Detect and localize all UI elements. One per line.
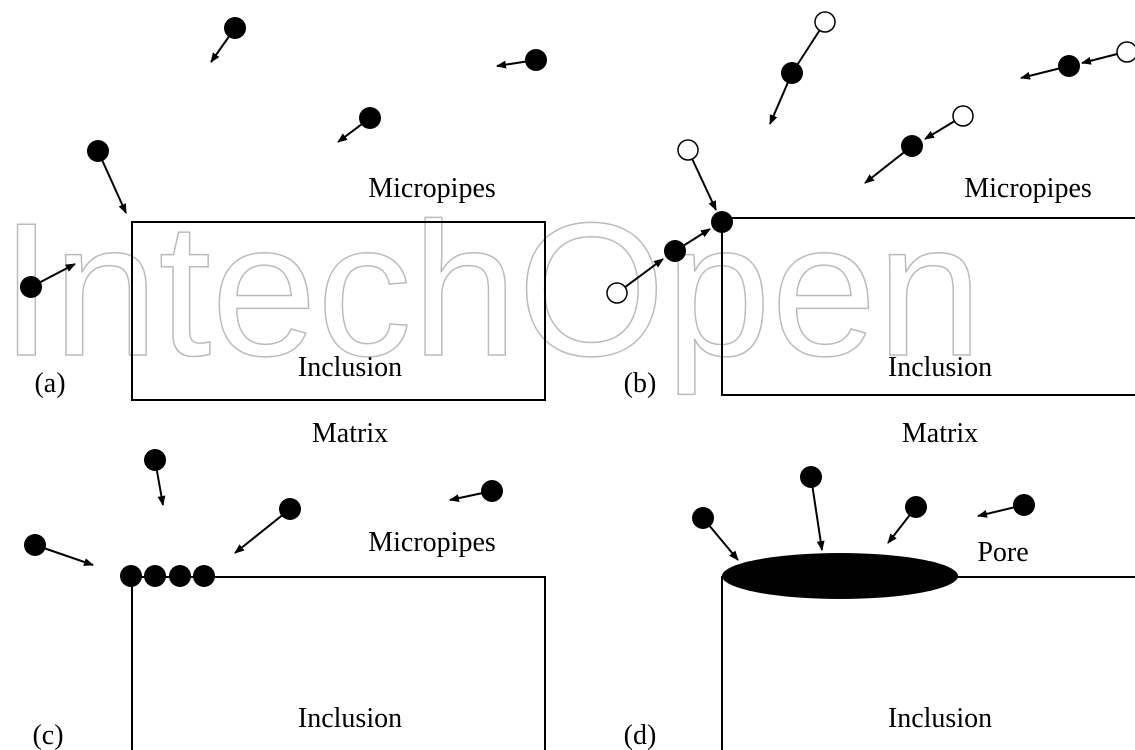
panel-label: (b) <box>624 368 657 399</box>
panel-label: (d) <box>624 720 657 750</box>
particle <box>169 565 191 587</box>
inclusion-box <box>131 576 546 750</box>
inclusion-box <box>721 217 1135 396</box>
particle <box>120 565 142 587</box>
arrow <box>810 476 825 551</box>
particle <box>193 565 215 587</box>
particle <box>901 135 923 157</box>
particle <box>692 507 714 529</box>
arrow <box>97 150 127 214</box>
particle <box>1116 41 1135 63</box>
particle <box>144 449 166 471</box>
panel-b: Micropipes Inclusion (b) Matrix <box>606 11 1135 449</box>
particle <box>525 49 547 71</box>
panel-d: Pore Inclusion (d) <box>624 466 1135 750</box>
panel-c: Micropipes Inclusion (c) <box>24 449 546 750</box>
inclusion-label: Inclusion <box>888 352 992 383</box>
watermark: IntechOpen <box>0 184 982 396</box>
particle <box>711 211 733 233</box>
pore-label: Pore <box>977 537 1028 568</box>
particle <box>20 276 42 298</box>
particle <box>1013 494 1035 516</box>
micropipes-label: Micropipes <box>368 527 496 558</box>
particle <box>481 480 503 502</box>
inclusion-label: Inclusion <box>888 703 992 734</box>
particle <box>664 240 686 262</box>
particle <box>800 466 822 488</box>
particle <box>87 140 109 162</box>
particle <box>144 565 166 587</box>
particle <box>814 11 836 33</box>
panel-label: (c) <box>32 720 63 750</box>
particle <box>1058 55 1080 77</box>
inclusion-label: Inclusion <box>298 352 402 383</box>
matrix-label: Matrix <box>312 418 388 449</box>
particle <box>279 498 301 520</box>
pore <box>722 553 958 599</box>
matrix-label: Matrix <box>902 418 978 449</box>
particle <box>224 17 246 39</box>
arrow <box>687 149 717 211</box>
arrow <box>234 508 291 554</box>
panel-a: Micropipes Inclusion (a) Matrix <box>20 17 547 449</box>
inclusion-label: Inclusion <box>298 703 402 734</box>
micropipes-label: Micropipes <box>368 173 496 204</box>
panel-label: (a) <box>34 368 65 399</box>
particle <box>677 139 699 161</box>
particle <box>24 534 46 556</box>
particle <box>781 62 803 84</box>
inclusion-box <box>131 221 546 401</box>
particle <box>606 282 628 304</box>
particle <box>359 107 381 129</box>
micropipes-label: Micropipes <box>964 173 1092 204</box>
particle <box>905 496 927 518</box>
particle <box>952 105 974 127</box>
